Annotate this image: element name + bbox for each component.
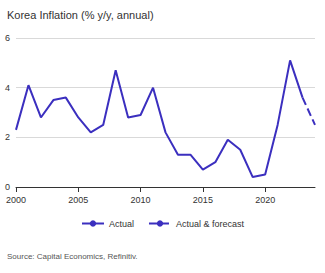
svg-text:Source: Capital Economics, Ref: Source: Capital Economics, Refinitiv. bbox=[7, 252, 138, 261]
svg-text:2020: 2020 bbox=[255, 195, 275, 205]
svg-text:2015: 2015 bbox=[193, 195, 213, 205]
svg-text:2010: 2010 bbox=[131, 195, 151, 205]
svg-text:4: 4 bbox=[5, 83, 10, 93]
svg-text:0: 0 bbox=[5, 182, 10, 192]
svg-text:2: 2 bbox=[5, 132, 10, 142]
svg-text:Actual & forecast: Actual & forecast bbox=[176, 219, 245, 229]
svg-text:Actual: Actual bbox=[109, 219, 134, 229]
svg-text:2000: 2000 bbox=[6, 195, 26, 205]
svg-text:2005: 2005 bbox=[68, 195, 88, 205]
svg-text:Korea Inflation (% y/y, annual: Korea Inflation (% y/y, annual) bbox=[7, 9, 154, 21]
svg-text:6: 6 bbox=[5, 33, 10, 43]
